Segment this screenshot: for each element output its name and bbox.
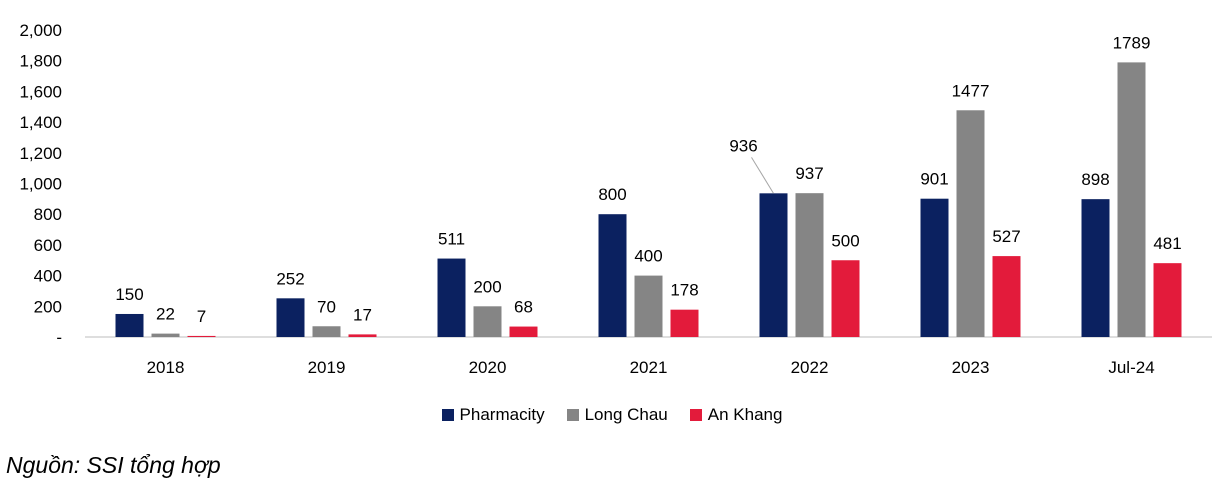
data-label: 200 (473, 277, 501, 296)
bar (670, 309, 699, 337)
data-label: 400 (634, 247, 662, 266)
bar (598, 214, 627, 337)
y-tick-label: 600 (34, 236, 62, 255)
bar (348, 334, 377, 337)
y-tick-label: 2,000 (19, 21, 62, 40)
y-tick-label: 1,200 (19, 144, 62, 163)
data-label: 500 (831, 231, 859, 250)
bar (956, 110, 985, 337)
bar (115, 313, 144, 337)
data-label: 22 (156, 305, 175, 324)
x-tick-label: 2020 (469, 358, 507, 377)
bar (831, 260, 860, 337)
legend-item-an-khang: An Khang (689, 405, 783, 425)
legend-label-an-khang: An Khang (707, 405, 783, 424)
bar (473, 306, 502, 337)
data-label-leader-line (751, 157, 774, 194)
legend-item-pharmacity: Pharmacity (441, 405, 545, 425)
y-tick-label: 200 (34, 297, 62, 316)
y-tick-label: 400 (34, 267, 62, 286)
data-label: 800 (598, 185, 626, 204)
bar (151, 333, 180, 337)
data-label: 1477 (952, 81, 990, 100)
bar (920, 198, 949, 337)
source-note: Nguồn: SSI tổng hợp (6, 452, 221, 478)
bar (187, 335, 216, 337)
legend-label-pharmacity: Pharmacity (459, 405, 545, 424)
x-tick-label: 2019 (308, 358, 346, 377)
legend-item-long-chau: Long Chau (566, 405, 668, 425)
data-label: 511 (438, 230, 465, 249)
data-label: 178 (670, 281, 698, 300)
data-label: 481 (1153, 234, 1181, 253)
data-label: 937 (795, 164, 823, 183)
y-tick-label: 1,000 (19, 175, 62, 194)
data-label: 70 (317, 297, 336, 316)
y-tick-label: 800 (34, 205, 62, 224)
x-tick-label: Jul-24 (1108, 358, 1154, 377)
y-tick-label: 1,600 (19, 82, 62, 101)
data-label: 527 (992, 227, 1020, 246)
legend-label-long-chau: Long Chau (584, 405, 668, 424)
legend: Pharmacity Long Chau An Khang (0, 402, 1224, 428)
data-label: 17 (353, 305, 372, 324)
bar (509, 326, 538, 337)
bar (276, 298, 305, 337)
data-label: 7 (197, 307, 206, 326)
bar (992, 256, 1021, 337)
data-label: 901 (920, 170, 948, 189)
y-tick-label: 1,400 (19, 113, 62, 132)
x-tick-label: 2023 (952, 358, 990, 377)
data-label: 252 (276, 269, 304, 288)
data-label: 1789 (1113, 33, 1151, 52)
data-label: 936 (729, 136, 757, 155)
bar (1117, 62, 1146, 338)
legend-swatch-an-khang (689, 409, 702, 421)
bar (437, 258, 466, 337)
bar (795, 193, 824, 337)
bar (634, 275, 663, 337)
data-label: 68 (514, 298, 533, 317)
bar (1081, 199, 1110, 337)
legend-swatch-long-chau (566, 409, 579, 421)
x-tick-label: 2021 (630, 358, 668, 377)
legend-swatch-pharmacity (441, 409, 454, 421)
x-tick-label: 2018 (147, 358, 185, 377)
data-label: 898 (1081, 170, 1109, 189)
y-tick-label: 1,800 (19, 52, 62, 71)
y-tick-label: - (56, 328, 62, 347)
bar (1153, 263, 1182, 337)
bar (312, 326, 341, 337)
data-label: 150 (115, 285, 143, 304)
x-tick-label: 2022 (791, 358, 829, 377)
bar (759, 193, 788, 337)
